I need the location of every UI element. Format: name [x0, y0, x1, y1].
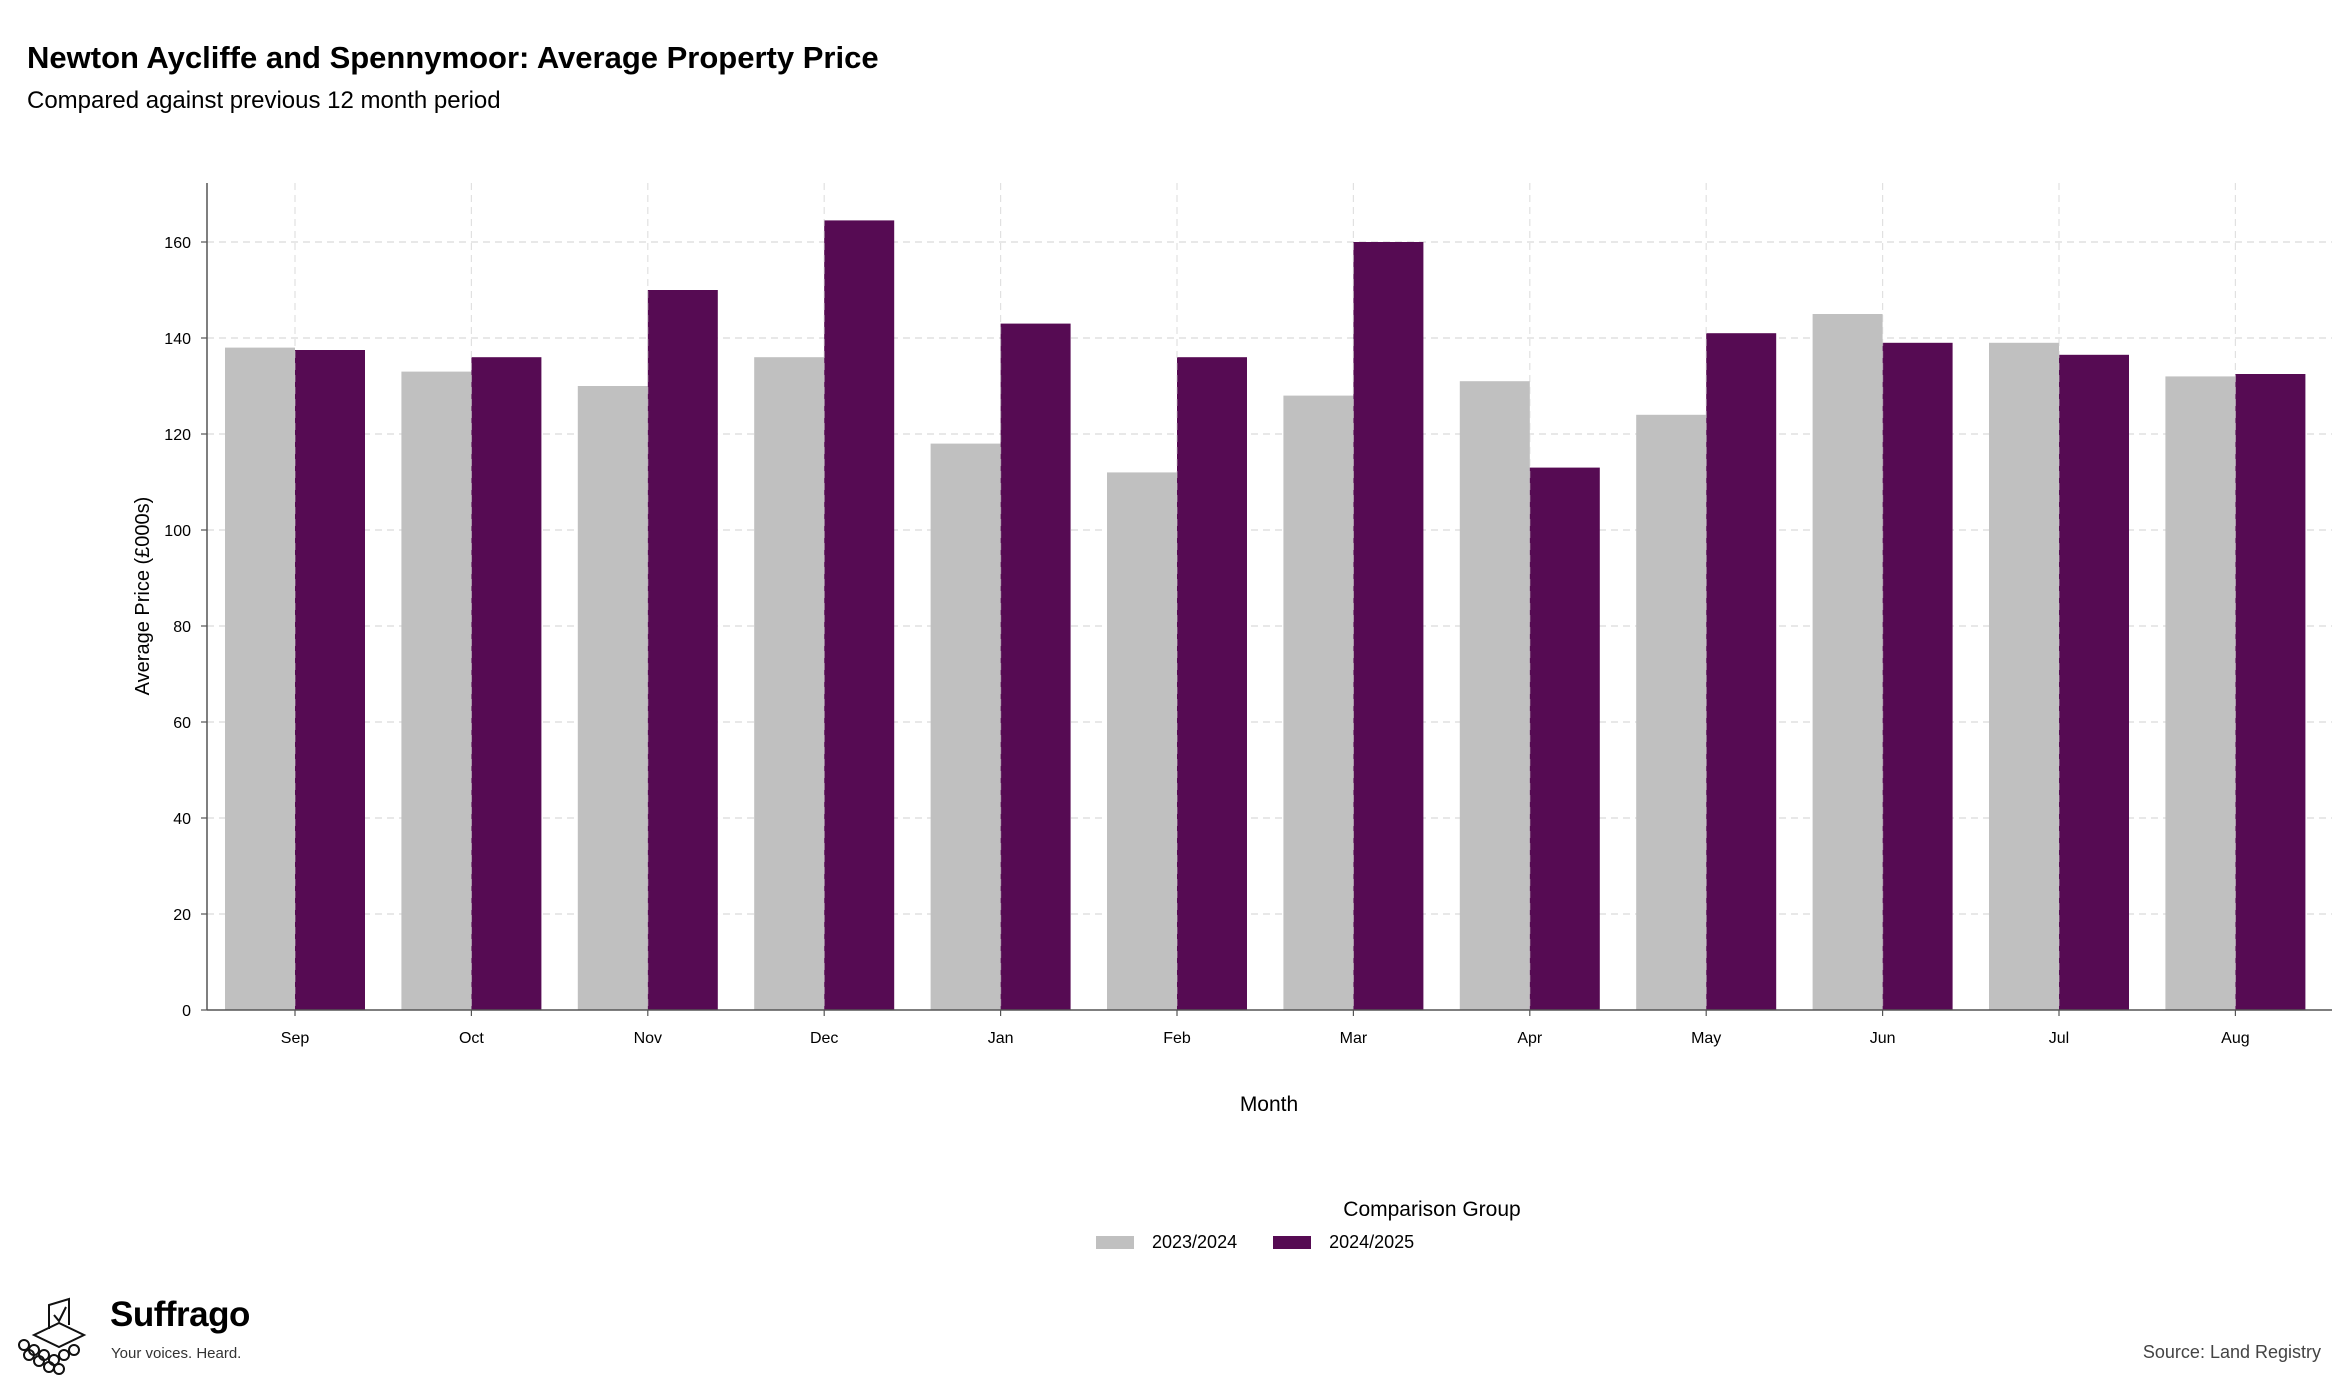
legend-swatch [1273, 1236, 1312, 1249]
bar-2023-2024-feb [1107, 472, 1177, 1010]
legend-label: 2024/2025 [1329, 1232, 1415, 1252]
bar-2023-2024-mar [1283, 395, 1354, 1011]
source-note: Source: Land Registry [2142, 1342, 2321, 1362]
bar-2024-2025-feb [1177, 357, 1247, 1010]
y-tick-label: 20 [173, 907, 191, 924]
x-tick-label-jan: Jan [988, 1030, 1014, 1047]
legend: Comparison Group 2023/2024 2024/2025 [0, 1198, 2334, 1252]
x-tick-label-nov: Nov [634, 1030, 662, 1047]
bar-2023-2024-oct [401, 371, 472, 1011]
x-tick-label-sep: Sep [281, 1030, 310, 1047]
x-tick-label-mar: Mar [1340, 1030, 1368, 1047]
brand-name: Suffrago [110, 1295, 250, 1334]
x-tick-label-dec: Dec [810, 1030, 838, 1047]
chart-subtitle: Compared against previous 12 month perio… [27, 87, 501, 114]
brand-logo: Suffrago Your voices. Heard. [14, 1295, 274, 1375]
x-tick-label-aug: Aug [2221, 1030, 2249, 1047]
vertical-gridlines [294, 183, 2236, 1010]
x-tick-label-oct: Oct [459, 1030, 484, 1047]
legend-item-2024-2025: 2024/2025 [1273, 1232, 1414, 1253]
bar-2024-2025-apr [1529, 467, 1600, 1011]
bars [225, 220, 2306, 1011]
legend-label: 2023/2024 [1152, 1232, 1238, 1252]
y-tick-label: 80 [173, 619, 191, 636]
bar-2023-2024-dec [754, 357, 825, 1010]
bar-2023-2024-jun [1812, 314, 1883, 1010]
x-tick-labels: Sep Oct Nov Dec Jan Feb Mar Apr May Jun Jul Aug [281, 1010, 2250, 1047]
legend-items: 2023/2024 2024/2025 [1096, 1232, 1450, 1253]
y-tick-labels: 0 20 40 60 80 100 120 140 160 [164, 235, 207, 1020]
y-tick-label: 120 [164, 427, 191, 444]
legend-item-2023-2024: 2023/2024 [1096, 1232, 1237, 1253]
bar-2023-2024-jan [930, 443, 1001, 1011]
y-tick-label: 140 [164, 331, 191, 348]
bar-2023-2024-may [1636, 414, 1707, 1010]
gridlines [207, 241, 2332, 915]
y-axis-label: Average Price (£000s) [132, 497, 154, 696]
bar-2023-2024-jul [1989, 342, 2059, 1010]
bar-2024-2025-jun [1882, 342, 1953, 1010]
legend-swatch [1096, 1236, 1134, 1249]
bar-2024-2025-dec [824, 220, 895, 1010]
x-axis-label: Month [1240, 1093, 1298, 1116]
y-tick-label: 100 [164, 523, 191, 540]
x-tick-label-feb: Feb [1163, 1030, 1191, 1047]
y-tick-label: 160 [164, 235, 191, 252]
bar-2023-2024-nov [577, 386, 648, 1010]
bar-2024-2025-may [1706, 333, 1777, 1010]
bar-2024-2025-jul [2059, 354, 2129, 1010]
bar-2023-2024-apr [1459, 381, 1530, 1010]
x-tick-label-may: May [1691, 1030, 1721, 1047]
bar-chart: 0 20 40 60 80 100 120 140 160 Sep Oct Nov Dec Jan Feb… [132, 183, 2332, 1116]
chart-title: Newton Aycliffe and Spennymoor: Average … [27, 40, 879, 75]
x-tick-label-apr: Apr [1517, 1030, 1543, 1047]
y-tick-label: 0 [182, 1003, 191, 1020]
bar-2023-2024-aug [2165, 376, 2236, 1010]
bar-2024-2025-mar [1353, 242, 1424, 1010]
bar-2024-2025-nov [647, 290, 718, 1010]
x-tick-label-jun: Jun [1870, 1030, 1896, 1047]
bar-2024-2025-jan [1000, 323, 1071, 1011]
bar-2024-2025-oct [471, 357, 542, 1010]
x-tick-label-jul: Jul [2049, 1030, 2069, 1047]
ballot-box-icon [18, 1297, 87, 1375]
brand-tagline: Your voices. Heard. [111, 1345, 242, 1362]
y-tick-label: 40 [173, 811, 191, 828]
bar-2024-2025-sep [295, 350, 365, 1010]
legend-title: Comparison Group [1343, 1198, 1521, 1221]
bar-2024-2025-aug [2235, 374, 2306, 1010]
y-tick-label: 60 [173, 715, 191, 732]
bar-2023-2024-sep [225, 347, 295, 1011]
